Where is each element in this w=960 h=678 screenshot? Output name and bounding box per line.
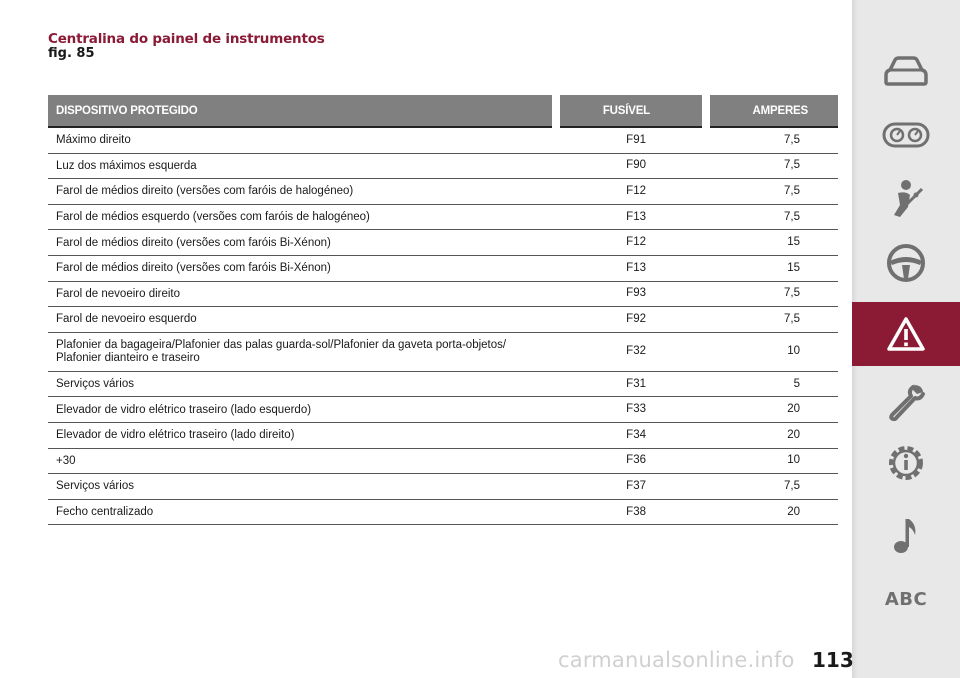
car-icon [884,56,928,86]
fuse-cell: F13 [556,204,706,231]
amperes-cell: 15 [706,229,838,256]
device-cell: Plafonier da bagageira/Plafonier das pal… [48,332,556,372]
fuse-cell: F12 [556,229,706,256]
fuse-cell: F32 [556,332,706,372]
nav-item-dashboard[interactable] [852,104,960,166]
nav-item-emergency[interactable] [852,302,960,366]
table-row: Farol de nevoeiro direito F93 7,5 [48,281,838,308]
chapter-sidebar: ABC [852,0,960,678]
table-row: Farol de médios esquerdo (versões com fa… [48,204,838,231]
table-row: +30 F36 10 [48,448,838,475]
device-cell: Luz dos máximos esquerda [48,153,556,180]
page-number: 113 [812,648,854,672]
nav-item-car[interactable] [852,40,960,102]
table-row: Plafonier da bagageira/Plafonier das pal… [48,332,838,372]
amperes-cell: 15 [706,255,838,282]
steering-wheel-icon [887,244,925,282]
device-cell: Elevador de vidro elétrico traseiro (lad… [48,396,556,423]
nav-item-index[interactable]: ABC [852,568,960,630]
fuse-cell: F13 [556,255,706,282]
nav-item-technical-data[interactable] [852,432,960,494]
table-row: Luz dos máximos esquerda F90 7,5 [48,153,838,180]
table-row: Farol de médios direito (versões com far… [48,178,838,205]
table-row: Farol de nevoeiro esquerdo F92 7,5 [48,306,838,333]
amperes-cell: 7,5 [706,281,838,308]
abc-index-label: ABC [884,588,928,610]
fuse-cell: F92 [556,306,706,333]
table-row: Máximo direito F91 7,5 [48,127,838,154]
fuse-cell: F34 [556,422,706,449]
info-gear-icon [889,446,923,480]
table-row: Farol de médios direito (versões com far… [48,255,838,282]
amperes-cell: 10 [706,332,838,372]
seatbelt-passenger-icon [894,180,924,217]
amperes-cell: 7,5 [706,204,838,231]
amperes-cell: 10 [706,448,838,475]
device-line-1: Plafonier da bagageira/Plafonier das pal… [56,339,507,352]
warning-triangle-icon [887,317,925,351]
column-header-fuse: FUSÍVEL [556,95,710,128]
device-cell: Farol de nevoeiro direito [48,281,556,308]
fuse-cell: F33 [556,396,706,423]
figure-reference: fig. 85 [48,46,95,61]
table-row: Elevador de vidro elétrico traseiro (lad… [48,396,838,423]
device-cell: Farol de médios direito (versões com far… [48,255,556,282]
fuse-cell: F93 [556,281,706,308]
amperes-cell: 7,5 [706,306,838,333]
fuse-cell: F38 [556,499,706,526]
nav-item-safety[interactable] [852,168,960,230]
table-row: Fecho centralizado F38 20 [48,499,838,526]
device-cell: Farol de médios direito (versões com far… [48,178,556,205]
music-note-icon [894,519,916,553]
fuse-cell: F91 [556,127,706,154]
fuse-cell: F31 [556,371,706,398]
device-cell: Elevador de vidro elétrico traseiro (lad… [48,422,556,449]
device-line-2: Plafonier dianteiro e traseiro [56,352,200,365]
device-cell: Serviços vários [48,473,556,500]
amperes-cell: 20 [706,396,838,423]
amperes-cell: 20 [706,499,838,526]
device-cell: Farol de nevoeiro esquerdo [48,306,556,333]
column-header-amperes: AMPERES [706,95,838,128]
amperes-cell: 7,5 [706,473,838,500]
fuse-cell: F90 [556,153,706,180]
section-title: Centralina do painel de instrumentos [48,31,325,47]
table-header-row: DISPOSITIVO PROTEGIDO FUSÍVEL AMPERES [48,95,838,128]
table-row: Serviços vários F31 5 [48,371,838,398]
dashboard-gauges-icon [882,122,930,148]
table-row: Elevador de vidro elétrico traseiro (lad… [48,422,838,449]
nav-item-driving[interactable] [852,232,960,294]
fuse-cell: F12 [556,178,706,205]
fuse-cell: F36 [556,448,706,475]
device-cell: +30 [48,448,556,475]
nav-item-multimedia[interactable] [852,504,960,566]
fuse-table: DISPOSITIVO PROTEGIDO FUSÍVEL AMPERES Má… [48,95,838,526]
device-cell: Farol de médios esquerdo (versões com fa… [48,204,556,231]
column-header-device: DISPOSITIVO PROTEGIDO [48,95,560,128]
table-row: Farol de médios direito (versões com far… [48,229,838,256]
amperes-cell: 7,5 [706,178,838,205]
fuse-cell: F37 [556,473,706,500]
table-row: Serviços vários F37 7,5 [48,473,838,500]
amperes-cell: 5 [706,371,838,398]
device-cell: Fecho centralizado [48,499,556,526]
device-cell: Serviços vários [48,371,556,398]
nav-item-maintenance[interactable] [852,370,960,432]
amperes-cell: 7,5 [706,127,838,154]
device-cell: Máximo direito [48,127,556,154]
wrench-icon [889,384,925,421]
amperes-cell: 20 [706,422,838,449]
watermark: carmanualsonline.info [558,648,795,672]
amperes-cell: 7,5 [706,153,838,180]
device-cell: Farol de médios direito (versões com far… [48,229,556,256]
